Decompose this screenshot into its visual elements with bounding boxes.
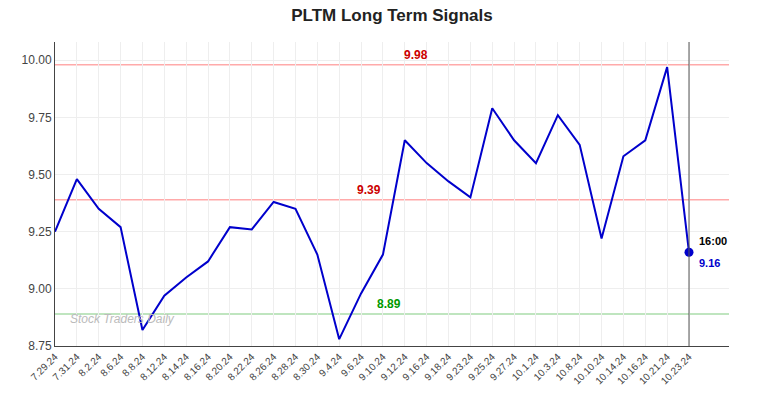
svg-text:10.23.24: 10.23.24 <box>659 351 695 387</box>
svg-text:9.98: 9.98 <box>404 48 428 62</box>
svg-text:10.00: 10.00 <box>22 53 52 67</box>
svg-text:8.75: 8.75 <box>28 339 52 353</box>
svg-text:9.10.24: 9.10.24 <box>357 351 389 383</box>
svg-text:10.10.24: 10.10.24 <box>571 351 607 387</box>
svg-text:8.12.24: 8.12.24 <box>138 351 170 383</box>
svg-text:8.20.24: 8.20.24 <box>203 351 235 383</box>
svg-text:9.16.24: 9.16.24 <box>400 351 432 383</box>
svg-text:8.28.24: 8.28.24 <box>269 351 301 383</box>
svg-text:Stock Traders Daily: Stock Traders Daily <box>70 312 175 326</box>
svg-text:8.26.24: 8.26.24 <box>247 351 279 383</box>
svg-text:8.22.24: 8.22.24 <box>225 351 257 383</box>
svg-text:9.39: 9.39 <box>357 183 381 197</box>
svg-text:7.29.24: 7.29.24 <box>29 351 61 383</box>
svg-text:8.16.24: 8.16.24 <box>182 351 214 383</box>
svg-text:10.3.24: 10.3.24 <box>531 351 563 383</box>
svg-text:9.27.24: 9.27.24 <box>488 351 520 383</box>
svg-text:10.21.24: 10.21.24 <box>637 351 673 387</box>
svg-text:9.25: 9.25 <box>28 225 52 239</box>
svg-text:10.8.24: 10.8.24 <box>553 351 585 383</box>
svg-text:PLTM Long Term Signals: PLTM Long Term Signals <box>291 6 493 25</box>
svg-text:9.50: 9.50 <box>28 168 52 182</box>
svg-text:8.8.24: 8.8.24 <box>120 351 148 379</box>
svg-text:8.6.24: 8.6.24 <box>98 351 126 379</box>
svg-text:9.00: 9.00 <box>28 282 52 296</box>
svg-text:9.6.24: 9.6.24 <box>339 351 367 379</box>
svg-text:16:00: 16:00 <box>699 235 727 247</box>
svg-text:10.16.24: 10.16.24 <box>615 351 651 387</box>
svg-text:10.1.24: 10.1.24 <box>510 351 542 383</box>
svg-text:9.4.24: 9.4.24 <box>317 351 345 379</box>
svg-text:9.12.24: 9.12.24 <box>378 351 410 383</box>
svg-text:9.18.24: 9.18.24 <box>422 351 454 383</box>
svg-text:8.2.24: 8.2.24 <box>76 351 104 379</box>
svg-text:9.23.24: 9.23.24 <box>444 351 476 383</box>
svg-text:9.16: 9.16 <box>699 257 720 269</box>
svg-text:8.30.24: 8.30.24 <box>291 351 323 383</box>
svg-text:8.89: 8.89 <box>377 297 401 311</box>
svg-text:8.14.24: 8.14.24 <box>160 351 192 383</box>
svg-text:9.25.24: 9.25.24 <box>466 351 498 383</box>
svg-text:7.31.24: 7.31.24 <box>50 351 82 383</box>
svg-text:10.14.24: 10.14.24 <box>593 351 629 387</box>
svg-text:9.75: 9.75 <box>28 111 52 125</box>
